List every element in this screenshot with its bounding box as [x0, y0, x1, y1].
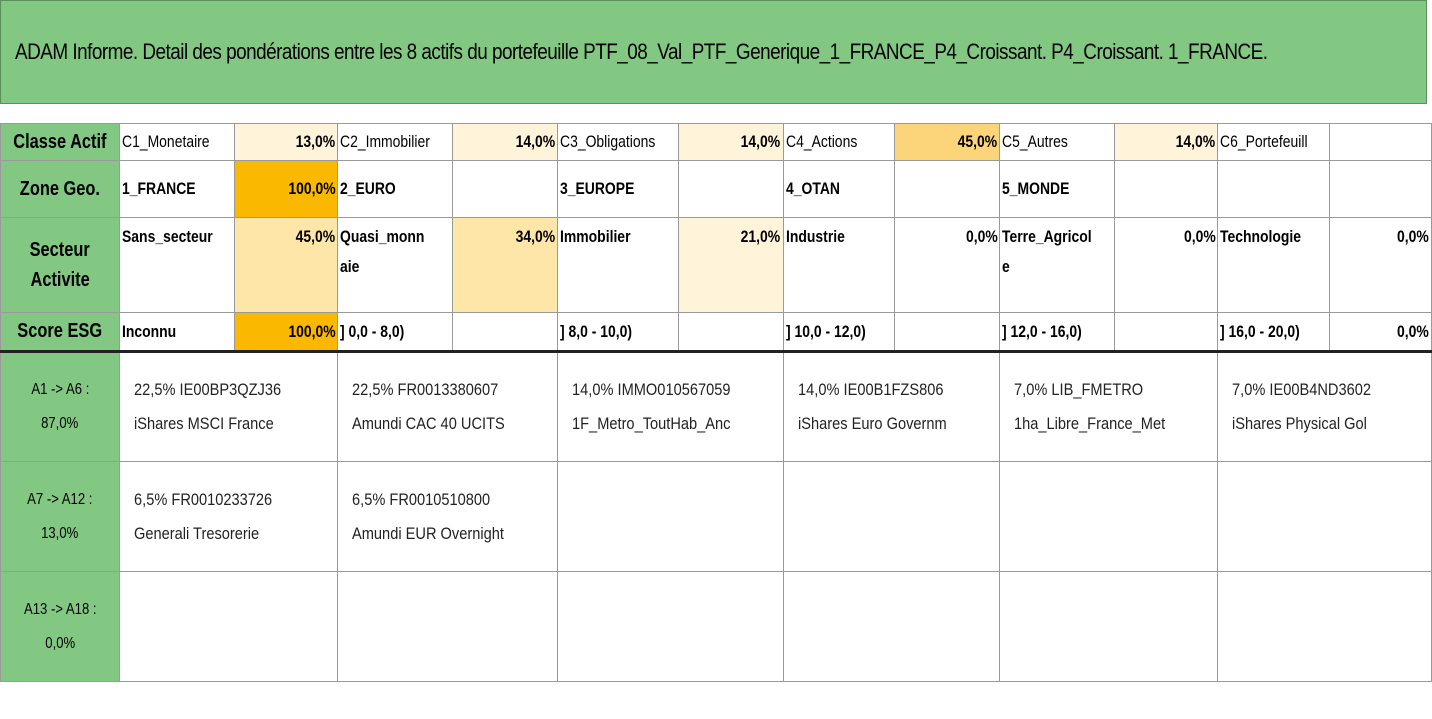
esg-value [893, 312, 1001, 352]
esg-value [452, 312, 559, 352]
asset-cell: 7,0% IE00B4ND3602 iShares Physical Gol [1217, 350, 1432, 462]
asset-cell: 22,5% IE00BP3QZJ36 iShares MSCI France [118, 350, 339, 462]
zone-name: 3_EUROPE [557, 160, 680, 218]
zone-value [452, 160, 559, 218]
row-assets-a13-a18: A13 -> A18 :0,0% [0, 571, 1432, 682]
esg-name: ] 0,0 - 8,0) [337, 312, 454, 352]
esg-value [1113, 312, 1219, 352]
classe-value: 45,0% [893, 123, 1001, 161]
asset-cell [782, 571, 1001, 682]
asset-cell: 14,0% IE00B1FZS806 iShares Euro Governm [782, 350, 1001, 462]
asset-group-label: A13 -> A18 :0,0% [0, 571, 120, 682]
esg-name: ] 12,0 - 16,0) [999, 312, 1115, 352]
classe-value [1329, 123, 1432, 161]
asset-group-label: A7 -> A12 :13,0% [0, 461, 120, 572]
asset-cell [337, 571, 559, 682]
asset-group-label: A1 -> A6 :87,0% [0, 350, 120, 462]
esg-value: 100,0% [234, 312, 339, 352]
classe-value: 14,0% [678, 123, 784, 161]
secteur-name: Immobilier [557, 217, 680, 313]
classe-value: 14,0% [1113, 123, 1219, 161]
secteur-name: Terre_Agricol e [999, 217, 1115, 313]
asset-cell [557, 461, 784, 572]
classe-name: C4_Actions [782, 123, 895, 161]
zone-value [678, 160, 784, 218]
classe-value: 13,0% [234, 123, 339, 161]
secteur-name: Sans_secteur [118, 217, 236, 313]
asset-cell: 6,5% FR0010233726 Generali Tresorerie [118, 461, 339, 572]
zone-name: 1_FRANCE [118, 160, 236, 218]
secteur-value: 0,0% [1329, 217, 1432, 313]
esg-value [678, 312, 784, 352]
esg-name: ] 8,0 - 10,0) [557, 312, 680, 352]
secteur-value: 45,0% [234, 217, 339, 313]
asset-cell [782, 461, 1001, 572]
asset-cell [1217, 461, 1432, 572]
row-zone-geo: Zone Geo. 1_FRANCE 100,0% 2_EURO 3_EUROP… [0, 160, 1432, 218]
secteur-name: Industrie [782, 217, 895, 313]
esg-name: ] 16,0 - 20,0) [1217, 312, 1331, 352]
asset-cell: 7,0% LIB_FMETRO 1ha_Libre_France_Met [999, 350, 1219, 462]
esg-name: ] 10,0 - 12,0) [782, 312, 895, 352]
zone-name: 5_MONDE [999, 160, 1115, 218]
zone-name: 2_EURO [337, 160, 454, 218]
row-classe-actif: Classe Actif C1_Monetaire 13,0% C2_Immob… [0, 123, 1432, 161]
classe-value: 14,0% [452, 123, 559, 161]
row-assets-a7-a12: A7 -> A12 :13,0% 6,5% FR0010233726 Genera… [0, 461, 1432, 572]
zone-value [893, 160, 1001, 218]
secteur-value: 0,0% [893, 217, 1001, 313]
label-score-esg: Score ESG [0, 312, 120, 352]
asset-cell [999, 461, 1219, 572]
classe-name: C5_Autres [999, 123, 1115, 161]
row-secteur-activite: Secteur Activite Sans_secteur 45,0% Quas… [0, 217, 1432, 313]
secteur-name: Technologie [1217, 217, 1331, 313]
secteur-value: 34,0% [452, 217, 559, 313]
zone-value: 100,0% [234, 160, 339, 218]
secteur-name: Quasi_monn aie [337, 217, 454, 313]
row-assets-a1-a6: A1 -> A6 :87,0% 22,5% IE00BP3QZJ36 iShare… [0, 350, 1432, 462]
classe-name: C1_Monetaire [118, 123, 236, 161]
zone-value [1329, 160, 1432, 218]
zone-value [1113, 160, 1219, 218]
classe-name: C3_Obligations [557, 123, 680, 161]
label-zone-geo: Zone Geo. [0, 160, 120, 218]
asset-cell: 22,5% FR0013380607 Amundi CAC 40 UCITS [337, 350, 559, 462]
secteur-value: 0,0% [1113, 217, 1219, 313]
allocation-table: Classe Actif C1_Monetaire 13,0% C2_Immob… [0, 123, 1432, 682]
report-title: ADAM Informe. Detail des pondérations en… [0, 0, 1427, 104]
label-secteur-activite: Secteur Activite [0, 217, 120, 313]
asset-cell [999, 571, 1219, 682]
classe-name: C6_Portefeuill [1217, 123, 1331, 161]
asset-cell [557, 571, 784, 682]
asset-cell: 14,0% IMMO010567059 1F_Metro_ToutHab_Anc [557, 350, 784, 462]
zone-name: 4_OTAN [782, 160, 895, 218]
esg-name: Inconnu [118, 312, 236, 352]
asset-cell [118, 571, 339, 682]
asset-cell: 6,5% FR0010510800 Amundi EUR Overnight [337, 461, 559, 572]
row-score-esg: Score ESG Inconnu 100,0% ] 0,0 - 8,0) ] … [0, 312, 1432, 352]
zone-name [1217, 160, 1331, 218]
classe-name: C2_Immobilier [337, 123, 454, 161]
esg-value: 0,0% [1329, 312, 1432, 352]
secteur-value: 21,0% [678, 217, 784, 313]
label-classe-actif: Classe Actif [0, 123, 120, 161]
asset-cell [1217, 571, 1432, 682]
